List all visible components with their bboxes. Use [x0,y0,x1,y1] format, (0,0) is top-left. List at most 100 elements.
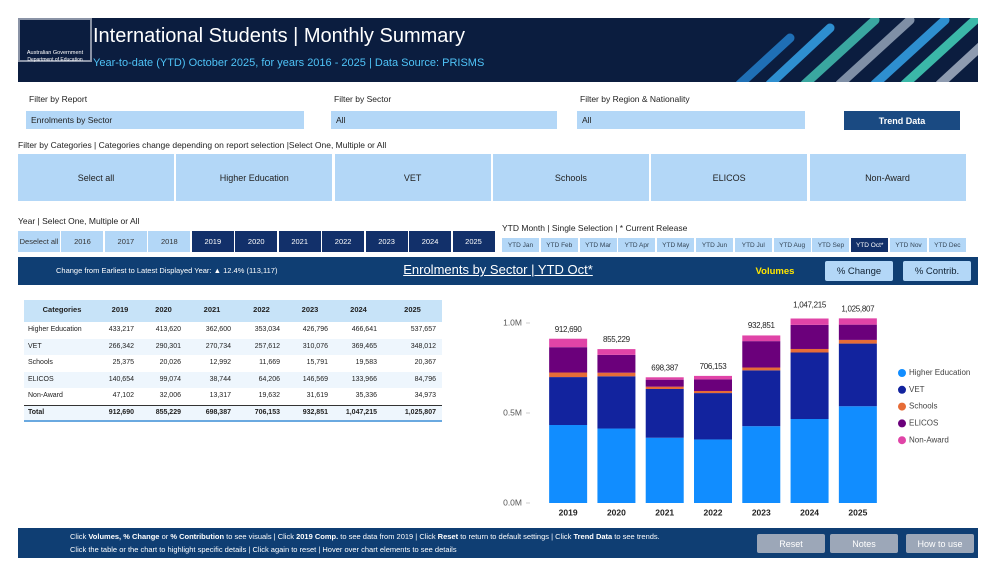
trend-button[interactable]: Trend Data [844,111,960,130]
y-tick-label: 1.0M [503,317,522,327]
table-cell: 537,657 [410,326,436,333]
bar-segment [694,393,732,440]
month-button[interactable]: YTD Mar [579,238,617,252]
table-cell: 64,206 [258,375,280,383]
table-header-bg [24,300,442,322]
year-button[interactable]: 2019 [191,231,234,252]
table-cell: Non-Award [28,392,63,400]
table-cell: 353,034 [254,326,280,333]
table-row[interactable] [24,322,442,339]
bar-segment [694,390,732,394]
year-button[interactable]: 2025 [452,231,495,252]
total-label: 1,047,215 [793,301,827,310]
bar-segment [838,343,877,407]
month-button[interactable]: YTD Nov [890,238,927,252]
month-button[interactable]: YTD Oct* [851,238,889,252]
year-button[interactable]: 2017 [104,231,147,252]
total-label: 912,690 [555,325,583,334]
total-label: 706,153 [700,362,728,371]
category-tile[interactable]: Non-Award [809,154,966,201]
month-button[interactable]: YTD Jul [734,238,772,252]
table-header-cell[interactable]: 2019 [111,305,129,314]
y-tick-label: 0.5M [503,407,522,417]
month-button[interactable]: YTD Feb [540,238,578,252]
footer-button[interactable]: Reset [757,534,825,553]
year-button[interactable]: 2023 [365,231,408,252]
filter-dropdown[interactable]: All [331,111,557,129]
view-button[interactable]: % Change [825,261,893,281]
year-button[interactable]: 2024 [409,231,452,252]
table-header-cell[interactable]: 2025 [404,305,421,314]
year-button[interactable]: 2021 [278,231,321,252]
legend-swatch [898,385,906,394]
category-tile[interactable]: Schools [492,154,649,201]
view-button[interactable]: Volumes [755,265,795,277]
table-cell: 698,387 [205,409,231,416]
table-header-cell[interactable]: Categories [42,305,82,314]
bar-segment [597,376,636,429]
bar-segment [742,426,781,503]
table-cell: 133,966 [351,375,377,383]
table-row[interactable] [24,388,442,405]
bar-segment [645,388,684,438]
bar-segment [742,341,781,368]
year-filter-label: Year | Select One, Multiple or All [18,216,140,226]
table-cell: 84,796 [414,375,436,383]
legend-label: Schools [909,402,937,411]
table-cell: 290,301 [155,342,181,350]
table-header-cell[interactable]: 2023 [301,305,319,314]
month-button[interactable]: YTD May [657,238,695,252]
legend-label: VET [909,385,925,394]
table-row[interactable] [24,338,442,356]
month-button[interactable]: YTD Apr [618,238,656,252]
month-button[interactable]: YTD Jun [696,238,733,252]
table-cell: 706,153 [254,409,280,416]
filter-dropdown[interactable]: Enrolments by Sector [26,111,304,129]
x-tick-label: 2019 [559,507,578,517]
footer-text-part: or [159,532,171,541]
bar-segment [549,377,588,426]
bar-segment [645,379,684,387]
category-tile[interactable]: Select all [18,154,174,201]
table-cell: 1,025,807 [404,409,436,416]
year-button[interactable]: 2020 [235,231,278,252]
logo-line: Australian Government [26,50,84,56]
month-button[interactable]: YTD Dec [928,238,966,252]
category-tile[interactable]: ELICOS [651,154,808,201]
year-button[interactable]: 2016 [61,231,104,252]
table-header-cell[interactable]: 2022 [253,305,270,314]
month-button[interactable]: YTD Jan [502,238,539,252]
view-button[interactable]: % Contrib. [903,261,971,281]
category-tile[interactable]: Higher Education [176,154,333,201]
footer-button[interactable]: How to use [906,534,974,553]
table-row[interactable] [24,371,442,389]
logo-box [18,18,92,62]
bar-segment [838,406,877,503]
table-row[interactable] [24,355,442,372]
filter-dropdown[interactable]: All [577,111,805,129]
table-header-cell[interactable]: 2024 [350,305,367,314]
table-cell: 348,012 [410,342,436,350]
table-cell: 15,791 [306,359,328,367]
table-cell: 855,229 [155,409,181,416]
bar-segment [597,428,636,503]
year-button[interactable]: 2018 [148,231,191,252]
month-button[interactable]: YTD Aug [773,238,811,252]
legend-label: ELICOS [909,419,938,428]
x-tick-label: 2020 [607,507,626,517]
footer-button[interactable]: Notes [830,534,898,553]
year-button[interactable]: Deselect all [18,231,60,252]
year-button[interactable]: 2022 [322,231,365,252]
bar-segment [549,425,588,503]
bar-segment [742,367,781,371]
y-tick-label: 0.0M [503,497,522,507]
table-header-cell[interactable]: 2021 [203,305,221,314]
table-row[interactable] [24,405,442,422]
category-tile[interactable]: VET [334,154,491,201]
table-header-cell[interactable]: 2020 [155,305,172,314]
month-button[interactable]: YTD Sep [812,238,850,252]
table-cell: 38,744 [209,375,231,383]
table-cell: 932,851 [302,409,328,416]
bar-segment [694,439,732,503]
